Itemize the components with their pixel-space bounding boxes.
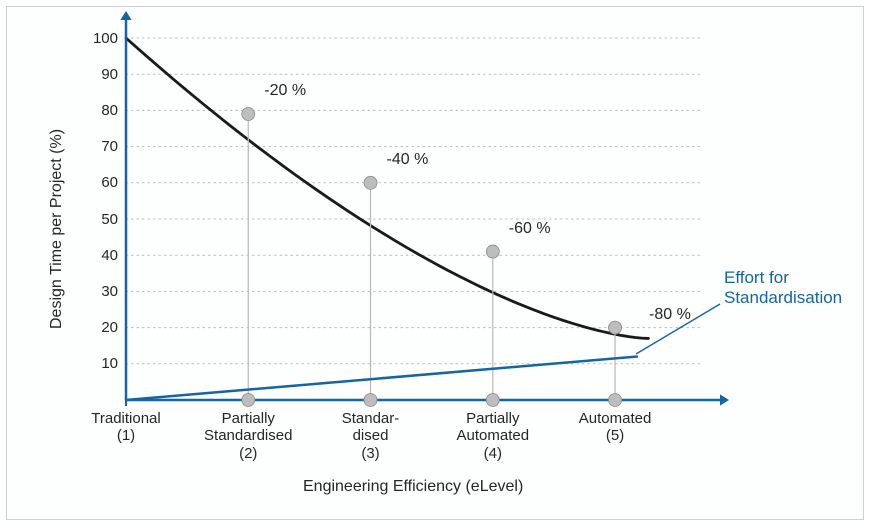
y-tick: 40 — [78, 247, 118, 264]
y-tick: 100 — [78, 30, 118, 47]
point-annotation: -80 % — [649, 306, 691, 324]
y-tick: 30 — [78, 283, 118, 300]
y-tick: 20 — [78, 319, 118, 336]
point-annotation: -60 % — [509, 220, 551, 238]
y-tick: 70 — [78, 138, 118, 155]
effort-label-line2: Standardisation — [724, 288, 842, 308]
y-tick: 50 — [78, 211, 118, 228]
x-tick: Traditional(1) — [66, 410, 186, 445]
x-tick: PartiallyStandardised(2) — [188, 410, 308, 462]
x-tick: Standar-dised(3) — [311, 410, 431, 462]
effort-label: Effort for Standardisation — [724, 268, 842, 307]
y-axis-label: Design Time per Project (%) — [48, 129, 66, 329]
x-tick: PartiallyAutomated(4) — [433, 410, 553, 462]
x-tick: Automated(5) — [555, 410, 675, 445]
x-axis-label: Engineering Efficiency (eLevel) — [303, 478, 523, 496]
point-annotation: -20 % — [264, 82, 306, 100]
y-tick: 10 — [78, 355, 118, 372]
y-tick: 90 — [78, 66, 118, 83]
y-tick: 60 — [78, 174, 118, 191]
y-tick: 80 — [78, 102, 118, 119]
effort-label-line1: Effort for — [724, 268, 842, 288]
point-annotation: -40 % — [387, 151, 429, 169]
